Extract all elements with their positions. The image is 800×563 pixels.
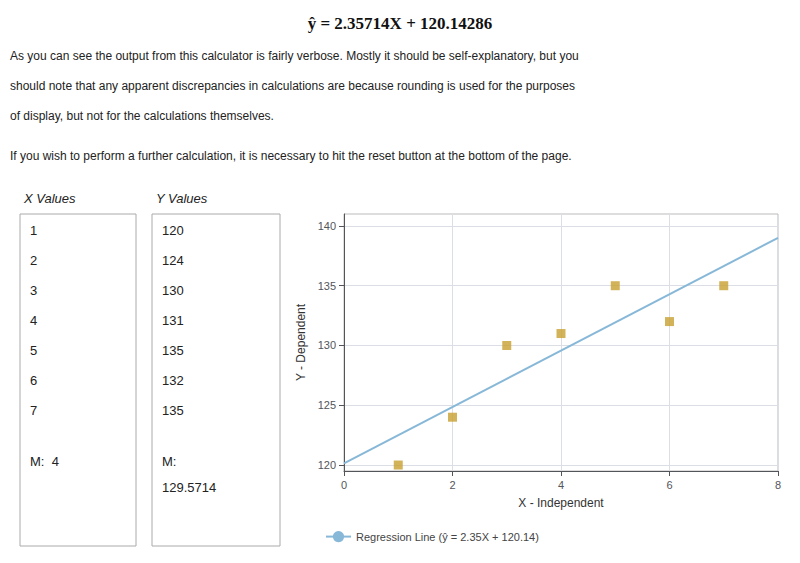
svg-text:5: 5 bbox=[30, 343, 37, 358]
svg-text:130: 130 bbox=[162, 283, 184, 298]
svg-text:4: 4 bbox=[30, 313, 37, 328]
svg-text:129.5714: 129.5714 bbox=[162, 480, 216, 495]
svg-text:0: 0 bbox=[341, 479, 347, 491]
svg-text:3: 3 bbox=[30, 283, 37, 298]
svg-text:of display, but not for the ca: of display, but not for the calculations… bbox=[10, 109, 274, 123]
svg-text:As you can see the output from: As you can see the output from this calc… bbox=[10, 49, 579, 63]
svg-text:6: 6 bbox=[30, 373, 37, 388]
svg-text:should note that any apparent: should note that any apparent discrepanc… bbox=[10, 79, 575, 93]
svg-text:M: 4: M: 4 bbox=[30, 454, 59, 469]
svg-text:Y Values: Y Values bbox=[156, 191, 208, 206]
svg-text:131: 131 bbox=[162, 313, 184, 328]
svg-text:M:: M: bbox=[162, 454, 176, 469]
svg-text:120: 120 bbox=[318, 459, 336, 471]
svg-text:8: 8 bbox=[775, 479, 781, 491]
svg-text:140: 140 bbox=[318, 220, 336, 232]
svg-text:If you wish to perform a furth: If you wish to perform a further calcula… bbox=[10, 149, 572, 163]
svg-text:Y - Dependent: Y - Dependent bbox=[294, 303, 308, 381]
svg-text:124: 124 bbox=[162, 253, 184, 268]
svg-text:135: 135 bbox=[162, 343, 184, 358]
svg-text:2: 2 bbox=[449, 479, 455, 491]
svg-text:6: 6 bbox=[666, 479, 672, 491]
svg-text:X Values: X Values bbox=[23, 191, 76, 206]
svg-text:130: 130 bbox=[318, 339, 336, 351]
svg-text:4: 4 bbox=[558, 479, 564, 491]
svg-text:135: 135 bbox=[162, 403, 184, 418]
svg-text:125: 125 bbox=[318, 399, 336, 411]
svg-text:ŷ = 2.35714X + 120.14286: ŷ = 2.35714X + 120.14286 bbox=[308, 14, 493, 33]
svg-text:135: 135 bbox=[318, 280, 336, 292]
svg-text:7: 7 bbox=[30, 403, 37, 418]
svg-text:2: 2 bbox=[30, 253, 37, 268]
svg-text:120: 120 bbox=[162, 223, 184, 238]
svg-text:Regression Line (ŷ = 2.35X + 1: Regression Line (ŷ = 2.35X + 120.14) bbox=[356, 531, 539, 543]
svg-text:X - Independent: X - Independent bbox=[518, 496, 604, 510]
svg-text:1: 1 bbox=[30, 223, 37, 238]
svg-text:132: 132 bbox=[162, 373, 184, 388]
